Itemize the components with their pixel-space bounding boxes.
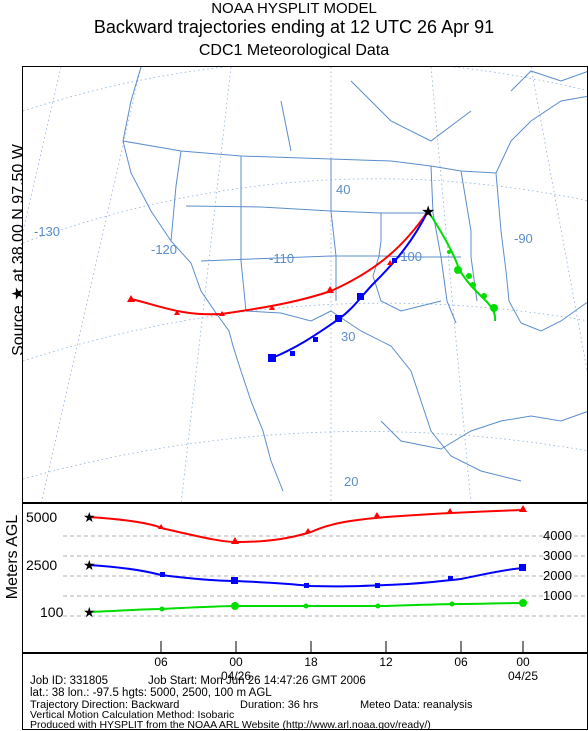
- date-label-0426: 04/26: [221, 669, 251, 683]
- info-line-direction: Trajectory Direction: Backward Duration: …: [30, 700, 473, 711]
- red-height-marker: [158, 524, 164, 529]
- red-height-marker: [231, 537, 239, 544]
- date-label-0425: 04/25: [508, 669, 538, 683]
- red-height-marker: [305, 528, 311, 533]
- trajectory-direction: Trajectory Direction: Backward: [30, 699, 180, 711]
- red-height-marker: [447, 508, 453, 513]
- blue-height-marker: [160, 572, 165, 577]
- right-tick-4000: 4000: [543, 528, 572, 543]
- green-marker: [454, 266, 462, 274]
- red-marker: [127, 295, 135, 302]
- right-tick-2000: 2000: [543, 568, 572, 583]
- trajectory-title: Backward trajectories ending at 12 UTC 2…: [93, 17, 495, 37]
- height-markers: ★ ★ ★: [83, 505, 527, 620]
- green-height-marker: [159, 606, 165, 612]
- lat-label-40: 40: [336, 182, 350, 197]
- left-tick-100: 100: [40, 604, 64, 620]
- blue-marker: [335, 315, 342, 322]
- green-marker: [466, 273, 472, 279]
- job-info-panel: 06 00 18 12 06 00 04/26 04/25: [22, 653, 588, 730]
- green-marker: [490, 304, 498, 312]
- red-height-marker: [519, 505, 527, 512]
- state-boundaries: [122, 67, 587, 492]
- height-axis-label: Meters AGL: [4, 514, 21, 600]
- right-tick-3000: 3000: [543, 548, 572, 563]
- red-marker: [269, 305, 275, 310]
- trajectory-markers: ★: [127, 204, 498, 362]
- blue-height-marker: [448, 576, 453, 581]
- meteo-data: Meteo Data: reanalysis: [360, 699, 473, 711]
- lat-label-30: 30: [341, 329, 355, 344]
- lon-label-90: -90: [514, 231, 533, 246]
- trajectory-map: 40 30 20 -130 -120 -110 -100 -90: [22, 66, 588, 503]
- map-svg: 40 30 20 -130 -120 -110 -100 -90: [23, 67, 587, 502]
- duration: Duration: 36 hrs: [240, 699, 319, 711]
- blue-marker: [290, 351, 295, 356]
- red-marker: [174, 310, 180, 315]
- lon-label-120: -120: [151, 242, 177, 257]
- job-id: Job ID: 331805: [30, 675, 109, 687]
- model-title: NOAA HYSPLIT MODEL: [211, 0, 377, 17]
- lon-label-130: -130: [34, 224, 60, 239]
- blue-height-marker: [231, 577, 238, 584]
- x-tick-00: 00: [229, 655, 243, 669]
- x-axis-labels: 06 00 18 12 06 00 04/26 04/25: [154, 655, 538, 683]
- trajectories: [130, 210, 497, 359]
- location-info: lat.: 38 lon.: -97.5 hgts: 5000, 2500, 1…: [30, 687, 272, 699]
- produced-with: Produced with HYSPLIT from the NOAA ARL …: [30, 719, 431, 731]
- green-height-marker: [231, 602, 239, 610]
- source-star-icon: ★: [83, 557, 96, 573]
- blue-height-marker: [519, 564, 526, 571]
- graticule: [23, 67, 587, 502]
- green-height-marker: [449, 601, 455, 607]
- vertical-motion: Vertical Motion Calculation Method: Isob…: [30, 709, 235, 721]
- x-tick-00b: 00: [516, 655, 530, 669]
- lat-label-20: 20: [344, 474, 358, 489]
- meteo-data-title: CDC1 Meteorological Data: [198, 42, 390, 59]
- height-line-5000m: [88, 509, 524, 544]
- x-tick-06b: 06: [454, 655, 468, 669]
- height-profile-panel: ★ ★ ★ 4000 3000 2000 1000: [22, 503, 588, 653]
- grid-labels: 40 30 20 -130 -120 -110 -100 -90: [34, 182, 533, 489]
- green-marker: [481, 293, 487, 299]
- source-star-icon: ★: [83, 604, 96, 620]
- height-tick-marks: [160, 641, 524, 652]
- red-marker: [326, 286, 334, 293]
- left-tick-5000: 5000: [26, 509, 58, 525]
- red-height-marker: [374, 512, 380, 517]
- info-line-job: Job ID: 331805 Job Start: Mon Jun 26 14:4…: [30, 675, 366, 687]
- green-height-marker: [375, 603, 381, 609]
- x-tick-06: 06: [154, 655, 168, 669]
- right-tick-1000: 1000: [543, 588, 572, 603]
- x-tick-12: 12: [379, 655, 393, 669]
- green-marker: [447, 250, 451, 254]
- blue-marker: [392, 258, 397, 263]
- job-start: Job Start: Mon Jun 26 14:47:26 GMT 2006: [148, 675, 366, 687]
- height-series: [88, 509, 524, 613]
- blue-marker: [357, 293, 364, 300]
- left-tick-2500: 2500: [26, 557, 58, 573]
- blue-height-marker: [375, 583, 380, 588]
- source-star-icon: ★: [83, 509, 96, 525]
- lon-label-100: -100: [396, 249, 422, 264]
- lon-label-110: -110: [269, 251, 294, 266]
- height-svg: ★ ★ ★ 4000 3000 2000 1000: [63, 505, 587, 652]
- red-marker: [387, 260, 393, 265]
- green-height-marker: [519, 599, 527, 607]
- blue-marker: [268, 354, 276, 362]
- red-marker: [219, 311, 225, 316]
- right-height-ticks: 4000 3000 2000 1000: [543, 528, 572, 603]
- height-gridlines: [63, 535, 587, 617]
- x-tick-18: 18: [304, 655, 318, 669]
- blue-marker: [313, 337, 318, 342]
- source-star-icon: ★: [421, 204, 435, 221]
- green-height-marker: [303, 603, 309, 609]
- green-marker: [470, 282, 476, 288]
- trajectory-100m: [427, 210, 497, 322]
- blue-height-marker: [304, 583, 309, 588]
- trajectory-5000m: [130, 210, 429, 316]
